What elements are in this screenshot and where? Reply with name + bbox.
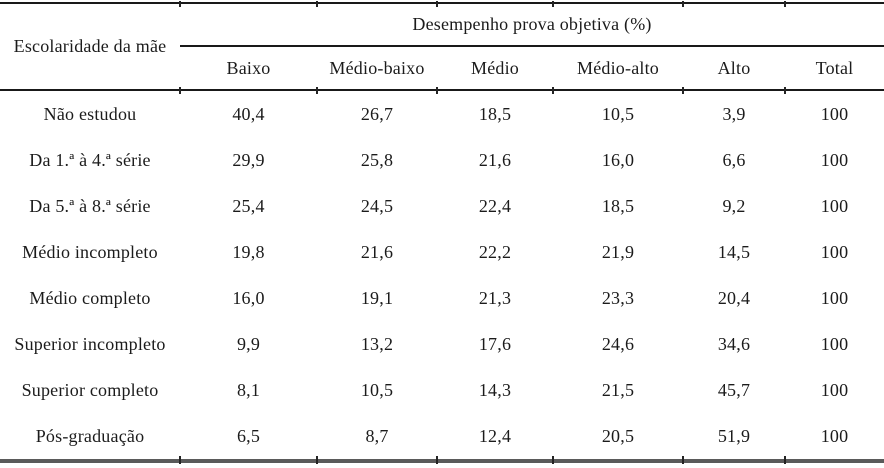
table-cell: 10,5 bbox=[601, 103, 635, 124]
table-cell: 21,5 bbox=[601, 379, 635, 400]
table-cell: 100 bbox=[820, 287, 849, 308]
row-header-title: Escolaridade da mãe bbox=[0, 4, 180, 91]
column-junction-tick bbox=[436, 87, 438, 94]
table-cell: 24,6 bbox=[601, 333, 635, 354]
table-cell: 29,9 bbox=[232, 149, 265, 170]
table-cell: 14,3 bbox=[478, 379, 512, 400]
column-header-total: Total bbox=[785, 47, 884, 91]
table-cell: 6,6 bbox=[722, 149, 746, 170]
table-cell: 21,6 bbox=[360, 241, 394, 262]
table-cell: 22,2 bbox=[478, 241, 512, 262]
table-cell: 10,5 bbox=[360, 379, 394, 400]
table-cell: 9,2 bbox=[722, 195, 746, 216]
column-junction-tick bbox=[316, 1, 318, 7]
table-cell: 24,5 bbox=[360, 195, 394, 216]
row-label: Superior completo bbox=[21, 379, 159, 400]
table-cell: 17,6 bbox=[478, 333, 512, 354]
table-cell: 6,5 bbox=[236, 425, 261, 446]
column-junction-tick bbox=[179, 87, 181, 94]
table-cell: 20,4 bbox=[717, 287, 751, 308]
table-cell: 13,2 bbox=[360, 333, 394, 354]
table-cell: 18,5 bbox=[478, 103, 512, 124]
table-cell: 26,7 bbox=[360, 103, 394, 124]
column-junction-tick bbox=[682, 456, 684, 464]
table-cell: 12,4 bbox=[478, 425, 512, 446]
table-cell: 100 bbox=[820, 379, 849, 400]
column-header-baixo: Baixo bbox=[180, 47, 317, 91]
column-junction-tick bbox=[682, 1, 684, 7]
row-label: Da 5.ª à 8.ª série bbox=[29, 195, 151, 216]
row-label: Da 1.ª à 4.ª série bbox=[29, 149, 151, 170]
column-junction-tick bbox=[682, 87, 684, 94]
table-cell: 16,0 bbox=[601, 149, 635, 170]
column-header-medio-alto: Médio-alto bbox=[553, 47, 683, 91]
table-cell: 45,7 bbox=[717, 379, 751, 400]
table-cell: 20,5 bbox=[601, 425, 635, 446]
column-junction-tick bbox=[436, 456, 438, 464]
table-cell: 34,6 bbox=[717, 333, 751, 354]
column-header-alto: Alto bbox=[683, 47, 785, 91]
table-cell: 100 bbox=[820, 241, 849, 262]
table-cell: 19,1 bbox=[360, 287, 394, 308]
table-cell: 8,1 bbox=[236, 379, 261, 400]
column-junction-tick bbox=[179, 456, 181, 464]
table-cell: 9,9 bbox=[236, 333, 261, 354]
table-cell: 40,4 bbox=[232, 103, 265, 124]
table-cell: 16,0 bbox=[232, 287, 265, 308]
table-cell: 21,3 bbox=[478, 287, 512, 308]
group-header: Desempenho prova objetiva (%) bbox=[180, 4, 884, 47]
table-cell: 21,9 bbox=[601, 241, 635, 262]
table-cell: 21,6 bbox=[478, 149, 512, 170]
table-cell: 3,9 bbox=[722, 103, 746, 124]
column-junction-tick bbox=[436, 1, 438, 7]
table-cell: 23,3 bbox=[601, 287, 635, 308]
table-cell: 22,4 bbox=[478, 195, 512, 216]
table-cell: 14,5 bbox=[717, 241, 751, 262]
row-label: Superior incompleto bbox=[14, 333, 166, 354]
table-cell: 100 bbox=[820, 333, 849, 354]
table-cell: 25,8 bbox=[360, 149, 394, 170]
column-header-medio: Médio bbox=[437, 47, 553, 91]
column-junction-tick bbox=[784, 87, 786, 94]
column-junction-tick bbox=[784, 1, 786, 7]
table-cell: 18,5 bbox=[601, 195, 635, 216]
column-junction-tick bbox=[552, 1, 554, 7]
row-label: Médio incompleto bbox=[22, 241, 158, 262]
column-junction-tick bbox=[316, 456, 318, 464]
table-cell: 51,9 bbox=[717, 425, 751, 446]
table-cell: 25,4 bbox=[232, 195, 265, 216]
table-cell: 100 bbox=[820, 149, 849, 170]
table-cell: 100 bbox=[820, 425, 849, 446]
row-label: Não estudou bbox=[43, 103, 137, 124]
table-cell: 100 bbox=[820, 103, 849, 124]
row-label: Pós-graduação bbox=[35, 425, 145, 446]
column-junction-tick bbox=[552, 87, 554, 94]
table-cell: 8,7 bbox=[365, 425, 389, 446]
table-cell: 100 bbox=[820, 195, 849, 216]
column-junction-tick bbox=[316, 87, 318, 94]
table-cell: 19,8 bbox=[232, 241, 265, 262]
row-label: Médio completo bbox=[29, 287, 151, 308]
column-header-medio-baixo: Médio-baixo bbox=[317, 47, 437, 91]
column-junction-tick bbox=[552, 456, 554, 464]
column-junction-tick bbox=[784, 456, 786, 464]
column-junction-tick bbox=[179, 1, 181, 7]
